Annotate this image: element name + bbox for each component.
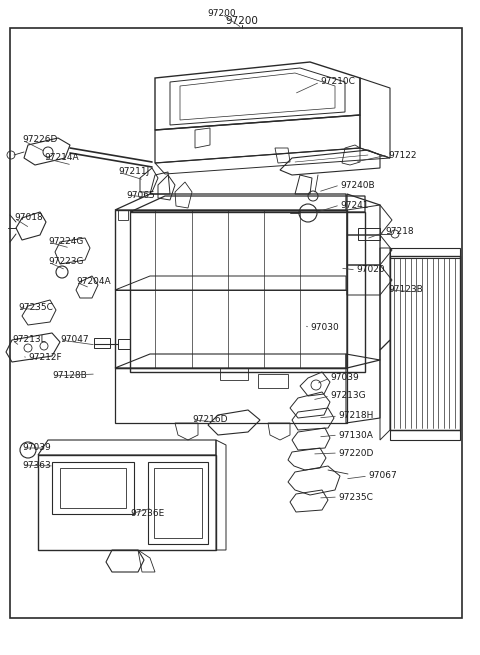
- Bar: [258, 374, 288, 388]
- Bar: [390, 430, 460, 440]
- Text: 97216D: 97216D: [192, 415, 228, 424]
- Text: 97030: 97030: [310, 324, 339, 333]
- Bar: [154, 468, 202, 538]
- Text: 97235C: 97235C: [18, 303, 53, 312]
- Text: 97200: 97200: [226, 16, 258, 26]
- Text: 97236E: 97236E: [130, 510, 164, 519]
- Text: 97123B: 97123B: [388, 286, 423, 295]
- Bar: [94, 338, 110, 348]
- Text: 97067: 97067: [368, 472, 397, 481]
- Text: 97224G: 97224G: [48, 238, 84, 246]
- Text: 97018: 97018: [14, 214, 43, 223]
- Text: 97235C: 97235C: [338, 493, 373, 502]
- Text: 97223G: 97223G: [48, 257, 84, 267]
- Text: 97213L: 97213L: [12, 335, 46, 345]
- Text: 97047: 97047: [60, 335, 89, 345]
- Bar: [390, 248, 460, 258]
- Text: 97241: 97241: [340, 200, 369, 210]
- Text: 97130A: 97130A: [338, 430, 373, 440]
- Text: 97213G: 97213G: [330, 392, 366, 400]
- Text: 97039: 97039: [22, 443, 51, 453]
- Text: 97039: 97039: [330, 373, 359, 383]
- Bar: [115, 210, 347, 368]
- Text: 97226D: 97226D: [22, 136, 58, 145]
- Bar: [148, 462, 208, 544]
- Text: 97212F: 97212F: [28, 354, 61, 362]
- Text: 97200: 97200: [208, 10, 236, 18]
- Text: 97218H: 97218H: [338, 411, 373, 421]
- Text: 97210C: 97210C: [320, 77, 355, 86]
- Text: 97122: 97122: [388, 151, 417, 160]
- Text: 97220D: 97220D: [338, 449, 373, 457]
- Bar: [115, 368, 347, 423]
- Text: 97128B: 97128B: [52, 371, 87, 381]
- Text: 97214A: 97214A: [44, 153, 79, 162]
- Bar: [60, 468, 126, 508]
- Text: 97211J: 97211J: [118, 168, 149, 176]
- Bar: [118, 339, 130, 349]
- Bar: [38, 455, 216, 550]
- Bar: [130, 212, 365, 372]
- Bar: [358, 228, 380, 240]
- Text: 97204A: 97204A: [76, 278, 110, 286]
- Text: 97065: 97065: [126, 191, 155, 200]
- Text: 97218: 97218: [385, 227, 414, 236]
- Text: 97240B: 97240B: [340, 181, 374, 189]
- Bar: [52, 462, 134, 514]
- Text: 97363: 97363: [22, 460, 51, 470]
- Bar: [390, 256, 460, 430]
- Text: 97020: 97020: [356, 265, 384, 274]
